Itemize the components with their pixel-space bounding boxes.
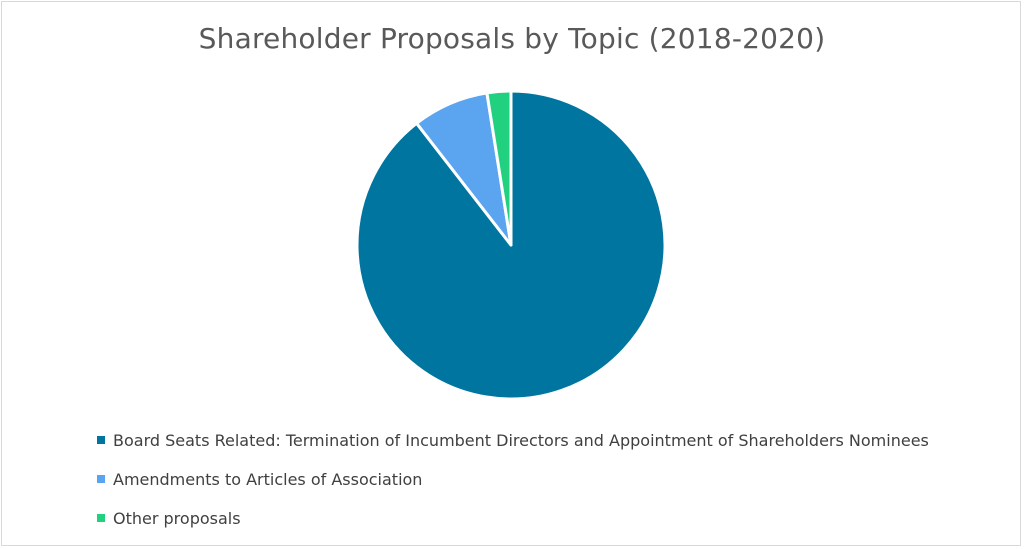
legend-item-amendments: Amendments to Articles of Association: [97, 469, 929, 489]
legend-swatch-other: [97, 514, 105, 522]
legend-item-board-seats: Board Seats Related: Termination of Incu…: [97, 430, 929, 450]
legend-label-amendments: Amendments to Articles of Association: [113, 469, 423, 489]
legend-swatch-board-seats: [97, 436, 105, 444]
legend-swatch-amendments: [97, 475, 105, 483]
chart-legend: Board Seats Related: Termination of Incu…: [97, 430, 929, 547]
legend-label-board-seats: Board Seats Related: Termination of Incu…: [113, 430, 929, 450]
pie-slice-other: [485, 89, 513, 247]
legend-item-other: Other proposals: [97, 508, 929, 528]
chart-title: Shareholder Proposals by Topic (2018-202…: [198, 22, 826, 55]
legend-label-other: Other proposals: [113, 508, 241, 528]
